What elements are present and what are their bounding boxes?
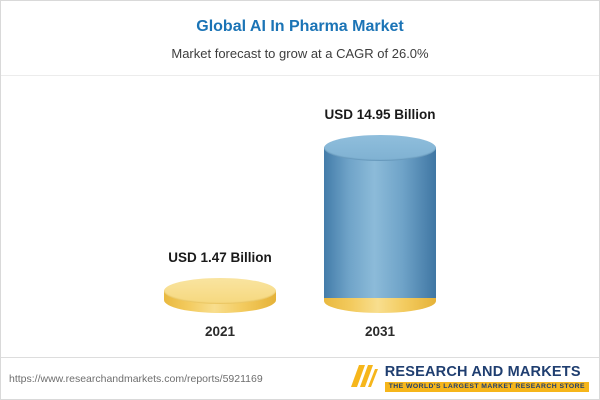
source-url: https://www.researchandmarkets.com/repor… (9, 372, 263, 385)
footer: https://www.researchandmarkets.com/repor… (1, 357, 599, 399)
bar-chart: USD 1.47 Billion 2021 USD 14.95 Billion … (1, 88, 599, 340)
logo-text: RESEARCH AND MARKETS THE WORLD'S LARGEST… (384, 363, 589, 393)
research-and-markets-logo: RESEARCH AND MARKETS THE WORLD'S LARGEST… (349, 363, 589, 394)
chart-subtitle: Market forecast to grow at a CAGR of 26.… (171, 46, 429, 61)
logo-mark-icon (349, 363, 379, 394)
chart-title: Global AI In Pharma Market (196, 18, 404, 35)
value-label-2021: USD 1.47 Billion (168, 250, 272, 265)
bar-cylinder-2031 (324, 135, 436, 313)
cylinder-base-2031 (324, 298, 436, 313)
bar-group-2031: USD 14.95 Billion 2031 (324, 107, 436, 340)
brand-tagline: THE WORLD'S LARGEST MARKET RESEARCH STOR… (384, 382, 589, 393)
chart-header: Global AI In Pharma Market Market foreca… (1, 1, 599, 76)
cylinder-top-ellipse-2021 (164, 278, 276, 304)
value-label-2031: USD 14.95 Billion (324, 107, 436, 122)
brand-name: RESEARCH AND MARKETS (384, 363, 581, 380)
bar-cylinder-2021 (164, 278, 276, 313)
cylinder-top-ellipse-2031 (324, 135, 436, 161)
bar-group-2021: USD 1.47 Billion 2021 (164, 250, 276, 340)
cylinder-body-2031 (324, 148, 436, 298)
category-label-2021: 2021 (204, 324, 236, 339)
category-label-2031: 2031 (364, 324, 396, 339)
